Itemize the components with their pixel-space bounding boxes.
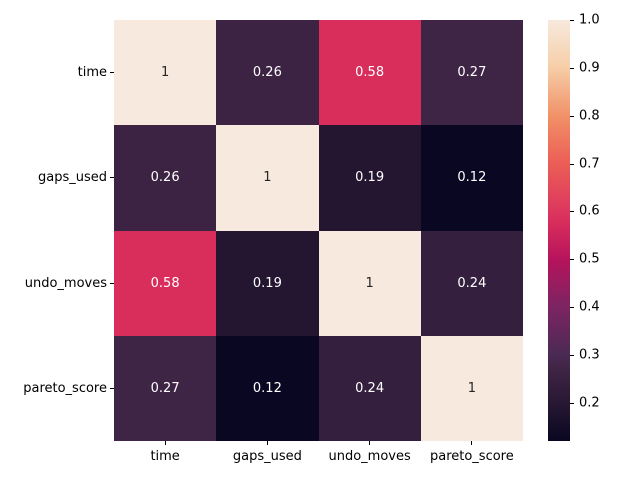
colorbar-tick-label: 0.5 bbox=[579, 251, 600, 267]
heatmap-cell-pareto_score-pareto_score: 1 bbox=[420, 335, 523, 441]
heatmap-cell-pareto_score-time: 0.27 bbox=[114, 335, 217, 441]
x-tick-label: pareto_score bbox=[429, 449, 514, 464]
cell-value-label: 0.19 bbox=[355, 170, 385, 186]
cell-value-label: 1 bbox=[263, 170, 272, 186]
heatmap-cell-pareto_score-undo_moves: 0.24 bbox=[318, 335, 421, 441]
heatmap-cell-pareto_score-gaps_used: 0.12 bbox=[216, 335, 319, 441]
heatmap-cell-undo_moves-time: 0.58 bbox=[114, 230, 217, 336]
x-tick-mark bbox=[266, 441, 268, 445]
cell-value-label: 0.27 bbox=[150, 380, 180, 396]
x-tick-mark bbox=[369, 441, 371, 445]
heatmap-cell-gaps_used-gaps_used: 1 bbox=[216, 125, 319, 231]
heatmap-plot-area: 1 0.26 0.58 0.27 0.26 1 0.19 0.12 0.58 0.19 1 0.24 0… bbox=[114, 20, 523, 441]
y-tick-label: undo_moves bbox=[24, 275, 107, 291]
colorbar-tick-label: 0.6 bbox=[579, 203, 600, 219]
x-tick-label: time bbox=[150, 449, 180, 464]
colorbar-tick-label: 1.0 bbox=[579, 12, 600, 28]
x-tick-mark bbox=[164, 441, 166, 445]
heatmap-cell-time-time: 1 bbox=[114, 20, 217, 126]
cell-value-label: 0.26 bbox=[252, 65, 282, 81]
colorbar-tick-mark bbox=[570, 354, 574, 356]
x-tick-label: undo_moves bbox=[328, 449, 411, 464]
cell-value-label: 1 bbox=[467, 380, 477, 396]
colorbar-tick-label: 0.7 bbox=[579, 156, 600, 172]
x-tick-mark bbox=[471, 441, 473, 445]
heatmap-cell-undo_moves-gaps_used: 0.19 bbox=[216, 230, 319, 336]
colorbar-tick-mark bbox=[570, 163, 574, 165]
cell-value-label: 0.19 bbox=[252, 275, 282, 291]
colorbar-tick-label: 0.4 bbox=[579, 299, 600, 315]
colorbar-tick-mark bbox=[570, 402, 574, 404]
heatmap-cell-gaps_used-undo_moves: 0.19 bbox=[318, 125, 421, 231]
heatmap-cell-time-pareto_score: 0.27 bbox=[420, 20, 523, 126]
heatmap-cell-time-undo_moves: 0.58 bbox=[318, 20, 421, 126]
cell-value-label: 0.27 bbox=[457, 65, 487, 81]
colorbar-tick-mark bbox=[570, 67, 574, 69]
y-tick-mark bbox=[110, 387, 114, 389]
cell-value-label: 0.24 bbox=[457, 275, 487, 291]
colorbar-tick-label: 0.8 bbox=[579, 108, 600, 124]
y-tick-gaps_used: gaps_used bbox=[0, 125, 114, 230]
heatmap-cell-undo_moves-pareto_score: 0.24 bbox=[420, 230, 523, 336]
cell-value-label: 0.24 bbox=[355, 380, 385, 396]
y-axis-tick-labels: time gaps_used undo_moves pareto_score bbox=[0, 20, 114, 441]
colorbar-tick-label: 0.2 bbox=[579, 395, 600, 411]
y-tick-mark bbox=[110, 72, 114, 74]
cell-value-label: 1 bbox=[365, 275, 374, 291]
heatmap-cell-undo_moves-undo_moves: 1 bbox=[318, 230, 421, 336]
x-axis-tick-labels: time gaps_used undo_moves pareto_score bbox=[114, 441, 523, 464]
heatmap-cell-gaps_used-time: 0.26 bbox=[114, 125, 217, 231]
colorbar-gradient bbox=[548, 20, 570, 441]
y-tick-mark bbox=[110, 177, 114, 179]
y-tick-undo_moves: undo_moves bbox=[0, 231, 114, 336]
heatmap-cell-gaps_used-pareto_score: 0.12 bbox=[420, 125, 523, 231]
y-tick-label: gaps_used bbox=[37, 170, 107, 186]
y-tick-pareto_score: pareto_score bbox=[0, 336, 114, 441]
cell-value-label: 0.12 bbox=[252, 380, 282, 396]
colorbar-tick-mark bbox=[570, 307, 574, 309]
colorbar-tick-mark bbox=[570, 259, 574, 261]
colorbar-tick-label: 0.3 bbox=[579, 347, 600, 363]
cell-value-label: 0.12 bbox=[457, 170, 487, 186]
y-tick-label: time bbox=[77, 65, 107, 81]
colorbar-tick-label: 0.9 bbox=[579, 60, 600, 76]
x-tick-label: gaps_used bbox=[232, 449, 302, 464]
colorbar-tick-mark bbox=[570, 211, 574, 213]
x-tick-pareto_score: pareto_score bbox=[421, 441, 523, 464]
cell-value-label: 1 bbox=[160, 65, 170, 81]
cell-value-label: 0.58 bbox=[150, 275, 180, 291]
heatmap-cell-time-gaps_used: 0.26 bbox=[216, 20, 319, 126]
colorbar-tick-mark bbox=[570, 115, 574, 117]
cell-value-label: 0.26 bbox=[150, 170, 180, 186]
cell-value-label: 0.58 bbox=[355, 65, 385, 81]
y-tick-label: pareto_score bbox=[23, 380, 107, 396]
x-tick-time: time bbox=[114, 441, 216, 464]
x-tick-gaps_used: gaps_used bbox=[216, 441, 318, 464]
colorbar-tick-mark bbox=[570, 20, 574, 21]
y-tick-mark bbox=[110, 282, 114, 284]
y-tick-time: time bbox=[0, 20, 114, 125]
heatmap-grid: 1 0.26 0.58 0.27 0.26 1 0.19 0.12 0.58 0.19 1 0.24 0… bbox=[114, 20, 523, 441]
x-tick-undo_moves: undo_moves bbox=[319, 441, 421, 464]
